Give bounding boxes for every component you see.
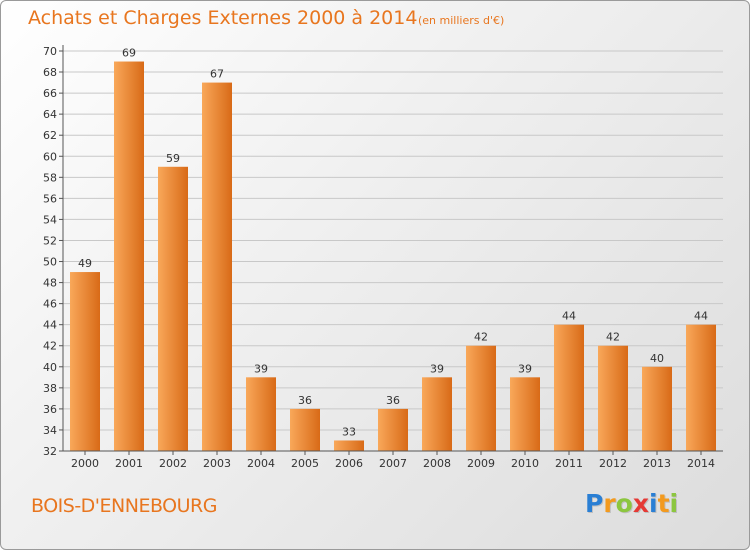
x-tick-label: 2006: [335, 457, 363, 470]
logo-letter: i: [669, 489, 679, 518]
bar-value-label: 33: [342, 425, 356, 438]
y-tick-label: 32: [43, 445, 57, 458]
x-tick-label: 2002: [159, 457, 187, 470]
bar-value-label: 49: [78, 257, 92, 270]
bar: [466, 345, 496, 451]
logo-letter: o: [615, 489, 633, 518]
bar: [598, 345, 628, 451]
y-tick-label: 60: [43, 150, 57, 163]
bar-value-label: 44: [562, 310, 576, 323]
bars: 49 69 59 67 39 36 33 36 39 42 39 44 42 40 44: [70, 47, 716, 452]
bar: [686, 324, 716, 451]
x-tick-label: 2003: [203, 457, 231, 470]
bar: [334, 440, 364, 451]
y-tick-label: 66: [43, 87, 57, 100]
y-tick-label: 40: [43, 361, 57, 374]
x-tick-label: 2009: [467, 457, 495, 470]
y-tick-label: 64: [43, 108, 57, 121]
bar-value-label: 69: [122, 47, 136, 60]
bar: [158, 166, 188, 451]
x-tick-label: 2011: [555, 457, 583, 470]
bar-value-label: 36: [386, 394, 400, 407]
axes: 32 34 36 38 40 42 44 46 48 50 52 54 56 58 60 62 64 66 68 70…: [43, 45, 723, 470]
bar: [290, 408, 320, 451]
bar-value-label: 67: [210, 68, 224, 81]
y-tick-label: 54: [43, 213, 57, 226]
bar-value-label: 42: [606, 331, 620, 344]
bar-value-label: 44: [694, 310, 708, 323]
bar-value-label: 39: [518, 362, 532, 375]
logo-letter: P: [585, 489, 604, 518]
y-tick-label: 52: [43, 234, 57, 247]
y-tick-label: 68: [43, 66, 57, 79]
x-tick-label: 2008: [423, 457, 451, 470]
bar-value-label: 42: [474, 331, 488, 344]
x-tick-label: 2014: [687, 457, 715, 470]
x-tick-label: 2010: [511, 457, 539, 470]
logo-letter: i: [649, 489, 658, 518]
bar: [70, 272, 100, 451]
bar: [114, 61, 144, 452]
commune-name: BOIS-D'ENNEBOURG: [31, 495, 217, 517]
y-tick-label: 34: [43, 424, 57, 437]
y-tick-label: 50: [43, 256, 57, 269]
x-tick-label: 2007: [379, 457, 407, 470]
y-tick-label: 56: [43, 192, 57, 205]
y-tick-label: 46: [43, 298, 57, 311]
y-tick-label: 48: [43, 277, 57, 290]
y-tick-label: 44: [43, 319, 57, 332]
bar: [510, 377, 540, 451]
bar: [554, 324, 584, 451]
bar-value-label: 40: [650, 352, 664, 365]
chart-unit-note: (en milliers d'€): [418, 14, 505, 27]
logo-letter: r: [603, 489, 616, 518]
x-tick-label: 2013: [643, 457, 671, 470]
y-tick-label: 36: [43, 403, 57, 416]
y-tick-label: 42: [43, 340, 57, 353]
logo-letter: t: [657, 489, 670, 518]
x-tick-label: 2000: [71, 457, 99, 470]
y-tick-label: 38: [43, 382, 57, 395]
x-tick-label: 2012: [599, 457, 627, 470]
x-tick-label: 2001: [115, 457, 143, 470]
bar-value-label: 59: [166, 152, 180, 165]
bar: [378, 408, 408, 451]
x-tick-label: 2005: [291, 457, 319, 470]
bar: [422, 377, 452, 451]
x-tick-label: 2004: [247, 457, 275, 470]
bar-value-label: 39: [254, 362, 268, 375]
proxiti-logo: Proxiti: [585, 489, 678, 518]
logo-letter: x: [632, 489, 649, 518]
chart-title: Achats et Charges Externes 2000 à 2014: [28, 7, 418, 29]
bar-value-label: 39: [430, 362, 444, 375]
bar: [642, 366, 672, 451]
bar: [246, 377, 276, 451]
bar: [202, 82, 232, 451]
y-tick-label: 70: [43, 45, 57, 58]
y-tick-label: 58: [43, 171, 57, 184]
bar-value-label: 36: [298, 394, 312, 407]
y-tick-label: 62: [43, 129, 57, 142]
